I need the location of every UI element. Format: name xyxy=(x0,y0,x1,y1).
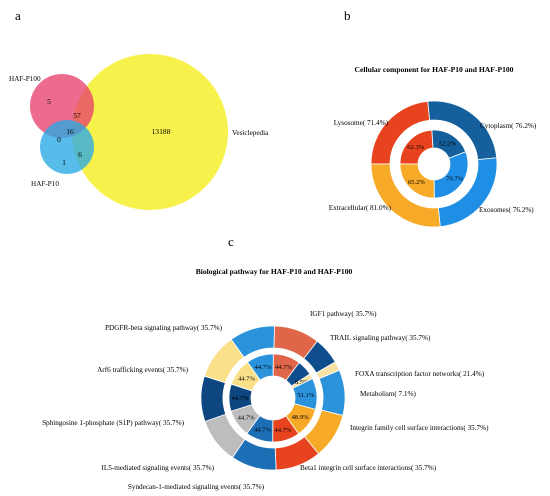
donut-c-inner-value-label-9: 44.7% xyxy=(231,395,249,402)
donut-c-inner-value-label-7: 44.7% xyxy=(254,427,272,434)
donut-c-label-arf6: Arf6 trafficking events( 35.7%) xyxy=(97,366,188,374)
venn-circle-haf-p100 xyxy=(30,74,94,138)
venn-region-haf-p100-haf-p10: 0 xyxy=(57,135,61,144)
donut-b-outer-segment-3 xyxy=(370,163,441,228)
donut-b-label-cytoplasm: Cytoplasm( 76.2%) xyxy=(480,122,537,130)
donut-c-label-il5: IL5-mediated signaling events( 35.7%) xyxy=(101,464,214,472)
donut-c-inner-value-label-10: 44.7% xyxy=(238,376,256,383)
venn-region-all-three: 16 xyxy=(66,127,74,136)
donut-c-label-trail: TRAIL signaling pathway( 35.7%) xyxy=(330,334,431,342)
donut-b-title: Cellular component for HAF-P10 and HAF-P… xyxy=(355,65,514,74)
donut-c-outer-segment-10 xyxy=(203,338,245,384)
donut-c-label-metabolism: Metabolism( 7.1%) xyxy=(360,390,416,398)
donut-b: 62.3% 52.2% 79.7% 65.2% xyxy=(370,100,498,228)
donut-b-label-extracellular: Extracellular( 81.0%) xyxy=(329,204,392,212)
donut-b-label-exosomes: Exosomes( 76.2%) xyxy=(479,206,534,214)
donut-c-label-s1p: Sphingosine 1-phosphate (S1P) pathway( 3… xyxy=(42,419,185,427)
donut-c-labels: IGF1 pathway( 35.7%) TRAIL signaling pat… xyxy=(42,310,489,491)
donut-c-label-beta1: Beta1 integrin cell surface interactions… xyxy=(300,464,437,472)
donut-c-inner-value-label-0: 44.7% xyxy=(255,364,273,371)
donut-c-label-integrin-family: Integrin family cell surface interaction… xyxy=(350,424,489,432)
donut-b-inner-value-label-3: 65.2% xyxy=(408,179,426,186)
venn-set-label-haf-p100: HAF-P100 xyxy=(9,75,41,83)
donut-c-outer-segment-9 xyxy=(200,375,227,422)
donut-b-inner-value-label-2: 79.7% xyxy=(446,175,464,182)
donut-b-inner-value-label-1: 52.2% xyxy=(439,140,457,147)
panel-letter-c: c xyxy=(228,234,234,249)
donut-c-inner-value-label-5: 48.9% xyxy=(292,414,310,421)
venn-region-vesiclepedia-only: 13188 xyxy=(152,127,171,136)
venn-circle-haf-p10 xyxy=(40,120,94,174)
venn-set-label-haf-p10: HAF-P10 xyxy=(31,180,59,188)
donut-c-outer-segment-4 xyxy=(318,369,346,416)
donut-c-title: Biological pathway for HAF-P10 and HAF-P… xyxy=(196,267,353,276)
venn-circle-vesiclepedia xyxy=(72,54,228,210)
panel-letter-b: b xyxy=(344,8,351,23)
donut-c-inner-value-label-4: 51.1% xyxy=(297,392,315,399)
venn-region-haf-p10-vesiclepedia: 6 xyxy=(78,150,82,159)
venn-diagram: HAF-P100 HAF-P10 Vesiclepedia 5 57 0 16 … xyxy=(9,54,269,210)
donut-b-inner-value-label-0: 62.3% xyxy=(407,144,425,151)
donut-c-label-syndecan: Syndecan-1-mediated signaling events( 35… xyxy=(128,483,265,491)
donut-c-label-pdgfr: PDGFR-beta signaling pathway( 35.7%) xyxy=(105,324,223,332)
donut-c-label-igf1: IGF1 pathway( 35.7%) xyxy=(310,310,377,318)
donut-c-label-foxa: FOXA transcription factor networks( 21.4… xyxy=(355,370,485,378)
donut-c-inner-segment-10 xyxy=(230,361,261,392)
donut-c-inner-value-label-1: 44.7% xyxy=(275,364,293,371)
venn-set-label-vesiclepedia: Vesiclepedia xyxy=(232,129,269,137)
donut-c: 44.7% 44.7%8.5%51.1%48.9%44.7%44.7%44.7%4… xyxy=(200,325,346,471)
venn-region-haf-p10-only: 1 xyxy=(62,158,66,167)
donut-b-label-lysosome: Lysosome( 71.4%) xyxy=(334,119,389,127)
donut-b-labels: Lysosome( 71.4%) Cytoplasm( 76.2%) Exoso… xyxy=(329,119,537,214)
donut-c-inner-value-label-8: 44.7% xyxy=(238,414,256,421)
panel-letter-a: a xyxy=(15,8,21,23)
donut-b-inner-segment-3 xyxy=(399,163,435,199)
venn-region-haf-p100-vesiclepedia: 57 xyxy=(73,111,81,120)
donut-c-inner-value-label-6: 44.7% xyxy=(274,427,292,434)
venn-region-haf-p100-only: 5 xyxy=(47,97,51,106)
donut-c-inner-value-label-3: 8.5% xyxy=(295,379,309,386)
